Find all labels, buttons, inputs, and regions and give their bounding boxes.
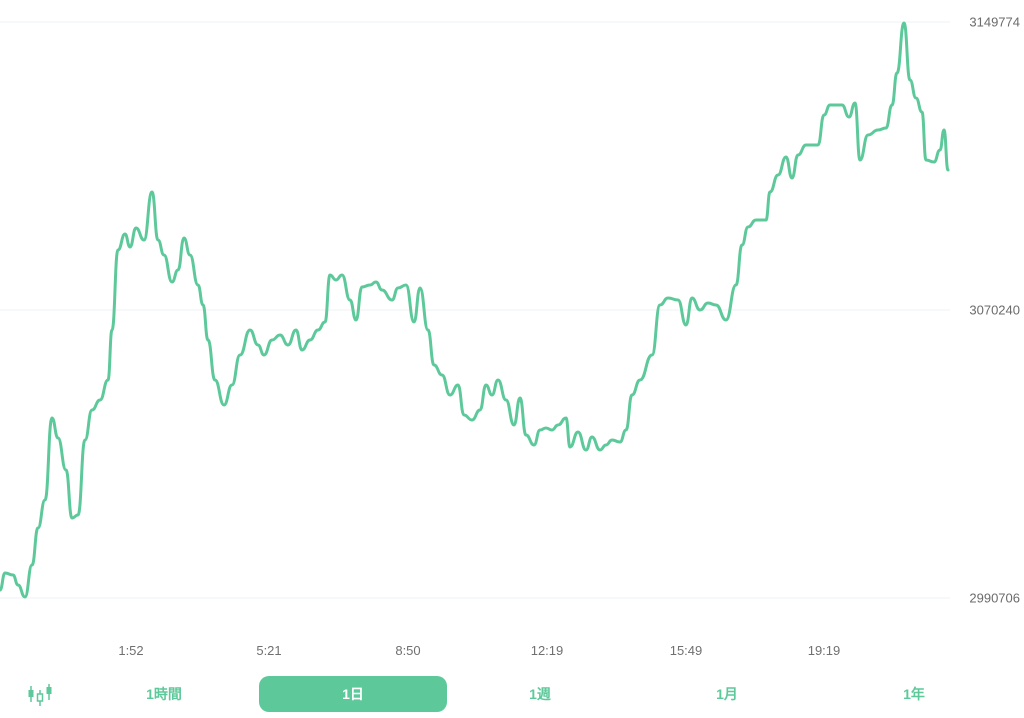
- x-axis-label: 15:49: [669, 643, 703, 658]
- x-axis-label: 8:50: [395, 643, 421, 658]
- price-chart[interactable]: [0, 0, 1024, 640]
- range-1-year-button[interactable]: 1年: [903, 686, 925, 702]
- x-axis-label: 12:19: [530, 643, 564, 658]
- x-axis-label: 19:19: [807, 643, 841, 658]
- range-selector: 1時間 1日 1週 1月 1年: [0, 676, 1024, 712]
- gridlines: [0, 21, 950, 599]
- y-axis-label-mid: 3070240: [969, 302, 1020, 318]
- price-line: [0, 21, 950, 599]
- x-axis-label: 5:21: [256, 643, 282, 658]
- x-axis-label: 1:52: [118, 643, 144, 658]
- range-1-hour-button[interactable]: 1時間: [146, 686, 182, 702]
- range-1-day-button[interactable]: 1日: [259, 676, 447, 712]
- y-axis-label-max: 3149774: [969, 14, 1020, 30]
- y-axis-label-min: 2990706: [969, 590, 1020, 606]
- range-1-week-button[interactable]: 1週: [529, 686, 551, 702]
- range-1-month-button[interactable]: 1月: [716, 686, 738, 702]
- candlestick-icon[interactable]: [27, 684, 53, 706]
